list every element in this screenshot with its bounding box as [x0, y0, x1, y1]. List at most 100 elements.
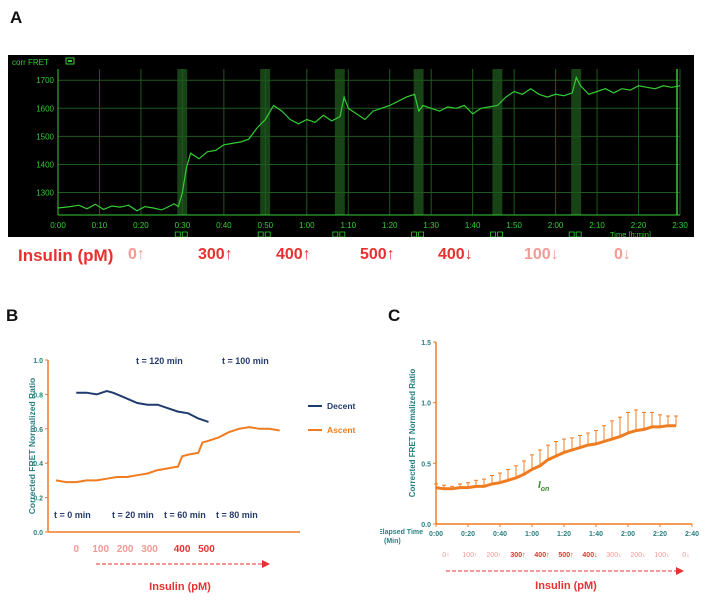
y-tick-label: 1.0: [33, 358, 43, 365]
legend-swatch-fill: [68, 60, 72, 62]
insulin-step-1: 300↑: [198, 246, 233, 263]
band-marker: [568, 231, 575, 237]
ion-annotation: Ion: [538, 480, 549, 493]
y-tick-label: 1700: [36, 76, 54, 85]
insulin-arrow-head: [262, 560, 270, 568]
band-marker: [174, 231, 181, 237]
legend-label: Decent: [327, 401, 356, 411]
legend-label: Ascent: [327, 425, 356, 435]
x-tick-label: 0:00: [429, 531, 443, 538]
insulin-step-label: 100↓: [654, 552, 669, 559]
x-axis-label: Time [h:min]: [610, 230, 651, 237]
y-axis-label: Corrected FRET Normalized Ratio: [408, 369, 417, 498]
x-tick-label: 0:40: [216, 221, 232, 230]
x-tick-label: 1:10: [340, 221, 356, 230]
insulin-step-label: 500↑: [558, 552, 573, 559]
y-tick-label: 1500: [36, 132, 54, 141]
time-annotation: t = 80 min: [216, 510, 258, 520]
insulin-step-2: 400↑: [276, 246, 311, 263]
x-tick-label: 2:00: [621, 531, 635, 538]
x-tick-label: 0:50: [258, 221, 274, 230]
band-marker: [496, 231, 503, 237]
band-marker: [332, 231, 339, 237]
time-annotation: t = 100 min: [222, 356, 269, 366]
stimulus-band: [334, 69, 345, 215]
y-tick-label: 0.8: [33, 392, 43, 399]
insulin-arrow-head: [676, 567, 684, 575]
x-axis-label: Insulin (pM): [535, 580, 597, 592]
insulin-step-label: 400↓: [582, 552, 597, 559]
insulin-step-label: 0↑: [442, 552, 449, 559]
insulin-step-label: 200↑: [486, 552, 501, 559]
insulin-row-a: Insulin (pM) 0↑ 300↑ 400↑ 500↑ 400↓ 100↓…: [0, 246, 704, 270]
insulin-step-6: 0↓: [614, 246, 631, 263]
time-annotation: t = 60 min: [164, 510, 206, 520]
x-tick-label: 0:40: [493, 531, 507, 538]
y-tick-label: 1.0: [421, 401, 431, 408]
y-axis-label: Corrected FRET Normalized Ratio: [27, 378, 37, 515]
band-marker: [264, 231, 271, 237]
time-annotation: t = 20 min: [112, 510, 154, 520]
insulin-row-title: Insulin (pM): [18, 246, 114, 265]
x-tick-label: 500: [198, 544, 215, 555]
insulin-step-3: 500↑: [360, 246, 395, 263]
series-line-decent: [76, 389, 209, 423]
y-tick-label: 1300: [36, 189, 54, 198]
x-tick-label: 1:00: [299, 221, 315, 230]
x-tick-label: 100: [92, 544, 109, 555]
x-tick-label: 0:20: [461, 531, 475, 538]
time-annotation: t = 120 min: [136, 356, 183, 366]
y-tick-label: 0.2: [33, 496, 43, 503]
y-tick-label: 0.5: [421, 461, 431, 468]
insulin-step-label: 400↑: [534, 552, 549, 559]
insulin-step-label: 300↑: [510, 552, 525, 559]
chart-a-background: [8, 55, 694, 237]
stimulus-band: [571, 69, 582, 215]
x-tick-label: 1:40: [465, 221, 481, 230]
x-tick-label: 0:30: [175, 221, 191, 230]
x-tick-label: 400: [174, 544, 191, 555]
x-tick-label: 2:30: [672, 221, 688, 230]
series-line-ascent: [55, 426, 280, 484]
x-tick-label: 2:20: [631, 221, 647, 230]
fret-trace: [57, 75, 681, 212]
y-tick-label: 0.6: [33, 427, 43, 434]
x-tick-label: 1:40: [589, 531, 603, 538]
x-tick-label: 2:20: [653, 531, 667, 538]
band-marker: [418, 231, 425, 237]
y-tick-label: 0.0: [421, 522, 431, 529]
stimulus-band: [413, 69, 424, 215]
insulin-step-label: 200↓: [630, 552, 645, 559]
insulin-step-0: 0↑: [128, 246, 145, 263]
band-marker: [339, 231, 346, 237]
band-marker: [411, 231, 418, 237]
x-tick-label: 200: [117, 544, 134, 555]
x-tick-label: 1:30: [423, 221, 439, 230]
chart-c: 0.0 0.5 1.0 1.5 0:00 0:20 0:40 1:00 1:20 1:40 2:00…: [380, 340, 699, 592]
chart-b: 0.0 0.2 0.4 0.6 0.8 1.0 Corrected FRET Normali…: [27, 356, 356, 593]
y-axis-label: corr FRET: [12, 58, 49, 67]
band-marker: [575, 231, 582, 237]
panel-label-a: A: [10, 8, 23, 27]
insulin-step-label: 0↓: [682, 552, 689, 559]
panel-label-c: C: [388, 306, 401, 325]
y-tick-label: 1600: [36, 104, 54, 113]
legend-swatch: [65, 57, 75, 65]
ion-subscript: on: [541, 486, 550, 493]
series-line-ascent: [435, 424, 676, 491]
y-tick-label: 1.5: [421, 340, 431, 347]
x-tick-label: 1:50: [506, 221, 522, 230]
x-tick-label: 2:00: [548, 221, 564, 230]
band-marker: [489, 231, 496, 237]
chart-a: 1300 1400 1500 1600 1700 0:00 0:10 0:20 0:30 0:40…: [8, 55, 694, 237]
time-annotation: t = 0 min: [54, 510, 91, 520]
x-axis-label: Insulin (pM): [149, 581, 211, 593]
x-tick-label: 0:00: [50, 221, 66, 230]
panel-label-b: B: [6, 306, 19, 325]
x-tick-label: 0:10: [92, 221, 108, 230]
insulin-step-label: 100↑: [462, 552, 477, 559]
y-tick-label: 1400: [36, 160, 54, 169]
stimulus-band: [492, 69, 503, 215]
x-tick-label: 1:20: [557, 531, 571, 538]
insulin-step-label: 300↓: [606, 552, 621, 559]
